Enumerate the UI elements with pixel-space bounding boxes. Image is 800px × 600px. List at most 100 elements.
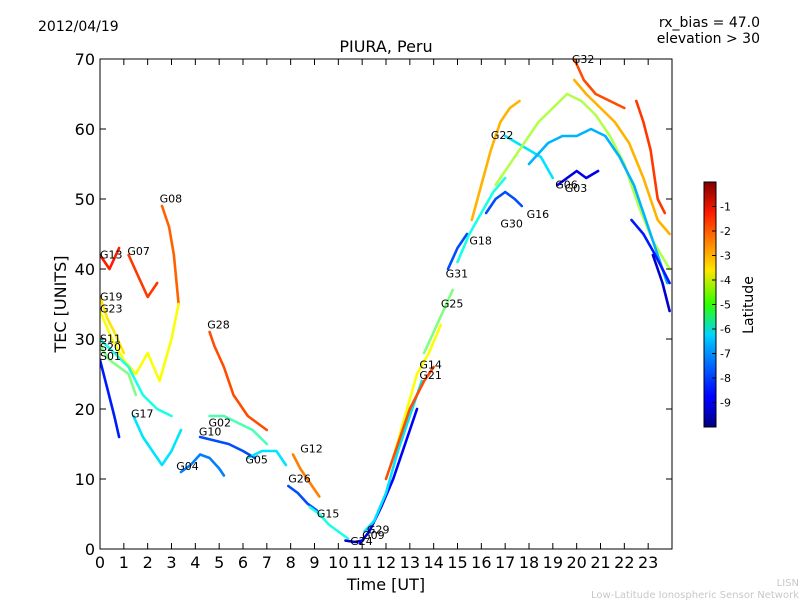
satellite-label-g18: G18 (469, 235, 492, 248)
x-tick-label: 2 (143, 553, 153, 572)
series-g17 (132, 414, 183, 467)
satellite-label-g09: G09 (362, 529, 385, 542)
series-g33 (635, 99, 667, 215)
satellite-label-g24: G24 (350, 535, 373, 548)
series-g23 (100, 302, 180, 383)
y-tick-label: 20 (75, 400, 95, 419)
series-g27 (630, 218, 671, 285)
satellite-label-g15: G15 (317, 508, 340, 521)
y-tick-label: 40 (75, 260, 95, 279)
x-tick-label: 5 (214, 553, 224, 572)
x-tick-label: 14 (423, 553, 443, 572)
colorbar-tick-label: -7 (720, 348, 731, 361)
series-g06 (494, 92, 671, 271)
satellite-label-g02: G02 (208, 417, 231, 430)
x-tick-label: 8 (286, 553, 296, 572)
x-tick-label: 4 (190, 553, 200, 572)
colorbar-ticks: -9 -8 -7 -6 -5 -4 -3 -2 -1 (712, 201, 731, 410)
x-tick-label: 21 (590, 553, 610, 572)
series-s11 (100, 337, 173, 418)
satellite-label-s01: S01 (100, 350, 121, 363)
satellite-label-g32: G32 (572, 53, 595, 66)
series-g13 (100, 246, 121, 271)
y-tick-label: 30 (75, 330, 95, 349)
satellite-label-g19: G19 (100, 291, 123, 304)
series-g12 (291, 453, 321, 498)
date-label: 2012/04/19 (38, 19, 119, 35)
x-tick-label: 16 (471, 553, 491, 572)
satellite-label-g10: G10 (199, 426, 222, 439)
series-g31 (446, 232, 469, 271)
series-s20 (100, 344, 138, 397)
satellite-label-g07: G07 (127, 245, 150, 258)
x-tick-label: 15 (447, 553, 467, 572)
series-g25 (422, 288, 454, 355)
series-g22 (470, 99, 521, 222)
series-g18 (456, 176, 507, 264)
satellite-label-g13: G13 (100, 249, 123, 262)
series-g15 (308, 505, 350, 540)
satellite-label-g22: G22 (491, 129, 514, 142)
satellite-label-g28: G28 (207, 319, 230, 332)
series-g11 (556, 169, 600, 187)
satellite-label-g26: G26 (288, 473, 311, 486)
series-g01 (573, 78, 671, 236)
series-s01 (100, 358, 121, 439)
series-g05 (246, 449, 288, 467)
colorbar-tick-label: -1 (720, 201, 731, 214)
series-layer (100, 59, 671, 545)
x-tick-label: 19 (543, 553, 563, 572)
satellite-label-g23: G23 (100, 302, 123, 315)
y-tick-label: 60 (75, 120, 95, 139)
satellite-label-g25: G25 (441, 298, 464, 311)
satellite-label-g21: G21 (419, 369, 442, 382)
x-axis-label: Time [UT] (346, 575, 425, 594)
satellite-label-g06: G06 (555, 179, 578, 192)
credit-long: Low-Latitude Ionospheric Sensor Network (591, 590, 799, 600)
x-tick-label: 11 (352, 553, 372, 572)
x-tick-label: 20 (566, 553, 586, 572)
colorbar-tick-label: -6 (720, 323, 731, 336)
satellite-label-g16: G16 (527, 208, 550, 221)
series-g16 (503, 134, 555, 180)
colorbar-tick-label: -4 (720, 274, 731, 287)
satellite-label-g12: G12 (300, 442, 323, 455)
rx-bias-label: rx_bias = 47.0 (659, 15, 760, 31)
satellite-label-g30: G30 (500, 218, 523, 231)
satellite-label-g04: G04 (176, 460, 199, 473)
series-g08 (160, 204, 180, 306)
x-tick-label: 17 (495, 553, 515, 572)
series-g30 (484, 190, 524, 215)
x-tick-label: 18 (519, 553, 539, 572)
colorbar-tick-label: -3 (720, 250, 731, 263)
satellite-label-s20: S20 (100, 341, 121, 354)
series-g21 (384, 365, 435, 481)
satellite-label-g05: G05 (245, 454, 268, 467)
y-tick-label: 50 (75, 190, 95, 209)
series-g14 (391, 323, 443, 460)
series-g20 (651, 253, 671, 313)
series-g29 (363, 379, 424, 533)
colorbar-label: Latitude (741, 276, 757, 334)
series-g19 (100, 295, 126, 355)
satellite-label-g17: G17 (131, 407, 154, 420)
satellite-label-g14: G14 (419, 358, 442, 371)
x-tick-label: 6 (238, 553, 248, 572)
series-g32 (573, 59, 626, 110)
series-g28 (208, 330, 269, 432)
series-g07 (127, 253, 159, 299)
x-tick-label: 12 (376, 553, 396, 572)
x-tick-label: 1 (119, 553, 129, 572)
satellite-label-g08: G08 (160, 193, 183, 206)
series-g03 (527, 127, 669, 285)
x-tick-label: 9 (309, 553, 319, 572)
x-tick-label: 22 (614, 553, 634, 572)
x-tick-label: 3 (166, 553, 176, 572)
series-g10 (198, 435, 257, 460)
y-tick-label: 0 (85, 540, 95, 559)
y-axis-label: TEC [UNITS] (51, 256, 70, 354)
satellite-label-g29: G29 (367, 524, 390, 537)
credit-short: LISN (777, 578, 799, 589)
